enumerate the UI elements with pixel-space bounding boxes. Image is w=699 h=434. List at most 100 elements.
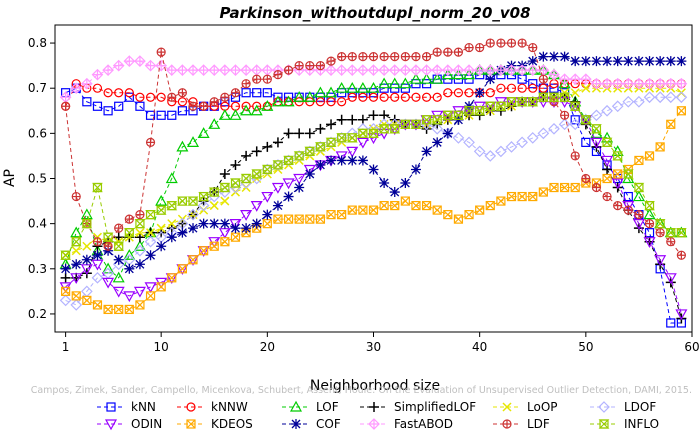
data-point (347, 155, 358, 166)
data-point (208, 64, 221, 76)
data-point (336, 133, 348, 143)
data-point (219, 182, 231, 193)
data-point (81, 77, 93, 90)
data-point (368, 92, 379, 102)
data-point (188, 101, 198, 111)
series-knn (61, 70, 686, 328)
data-point (358, 92, 368, 102)
data-point (666, 237, 676, 247)
data-point (495, 64, 507, 76)
data-point (102, 277, 115, 289)
data-point (325, 136, 337, 149)
y-tick-label: 0.8 (28, 36, 47, 50)
data-point (176, 140, 189, 152)
data-point (229, 109, 242, 120)
data-point (219, 218, 230, 229)
data-point (124, 88, 134, 98)
data-point (644, 200, 655, 211)
data-point (495, 101, 507, 111)
data-point (611, 100, 624, 113)
data-point (581, 83, 591, 93)
data-point (495, 145, 507, 158)
data-point (559, 51, 570, 62)
data-point (675, 77, 688, 90)
data-point (664, 77, 677, 90)
data-point (209, 201, 219, 211)
data-point (315, 97, 326, 107)
data-point (367, 81, 380, 93)
legend-label: ODIN (131, 417, 162, 431)
data-point (400, 92, 410, 102)
data-point (464, 42, 474, 53)
data-point (81, 254, 92, 265)
data-point (60, 263, 71, 274)
data-point (441, 64, 454, 76)
data-point (91, 271, 104, 284)
data-point (209, 97, 219, 107)
data-point (410, 119, 422, 129)
data-point (177, 106, 187, 116)
data-point (293, 151, 305, 161)
data-point (177, 227, 188, 238)
data-point (314, 142, 326, 152)
data-point (602, 173, 612, 184)
data-point (337, 97, 347, 107)
data-point (632, 219, 645, 230)
data-point (463, 106, 475, 116)
data-point (155, 194, 168, 206)
data-point (315, 159, 326, 170)
data-point (241, 88, 251, 98)
data-point (103, 241, 113, 251)
data-point (156, 110, 166, 120)
data-point (261, 100, 274, 111)
data-point (262, 88, 272, 98)
data-point (484, 101, 496, 111)
data-point (261, 164, 273, 175)
y-axis: 0.2 0.3 0.4 0.5 0.6 0.7 0.8 (28, 36, 55, 321)
data-point (114, 223, 124, 233)
data-point (188, 255, 198, 265)
data-point (559, 182, 570, 193)
data-point (569, 118, 582, 131)
data-point (634, 210, 644, 220)
data-point (548, 122, 560, 135)
data-point (591, 124, 602, 134)
data-point (167, 92, 177, 102)
data-point (538, 187, 548, 197)
x-tick-label: 30 (366, 340, 381, 354)
data-point (240, 173, 252, 184)
data-point (420, 72, 433, 84)
data-point (336, 155, 347, 166)
data-point (379, 178, 390, 189)
data-point (633, 77, 645, 90)
data-point (570, 182, 580, 193)
data-point (622, 77, 635, 90)
data-point (399, 64, 412, 76)
data-point (144, 235, 157, 248)
data-point (283, 191, 294, 202)
legend-item-odin: ODIN (97, 417, 162, 431)
data-point (432, 137, 443, 148)
data-point (199, 101, 209, 111)
data-point (347, 205, 357, 215)
data-point (559, 92, 571, 102)
data-point (198, 218, 209, 229)
data-point (241, 223, 252, 234)
data-point (475, 205, 485, 215)
data-point (664, 91, 677, 104)
data-point (251, 218, 262, 229)
data-point (177, 88, 187, 98)
data-point (59, 294, 72, 307)
data-point (145, 137, 156, 147)
data-point (601, 77, 613, 90)
data-point (145, 110, 156, 120)
data-point (113, 232, 124, 243)
data-point (666, 318, 676, 328)
data-point (230, 232, 241, 242)
data-point (134, 219, 146, 229)
data-point (92, 83, 103, 93)
data-point (187, 64, 199, 76)
data-point (346, 81, 359, 93)
legend-label: LDF (527, 417, 550, 431)
data-point (526, 132, 539, 144)
